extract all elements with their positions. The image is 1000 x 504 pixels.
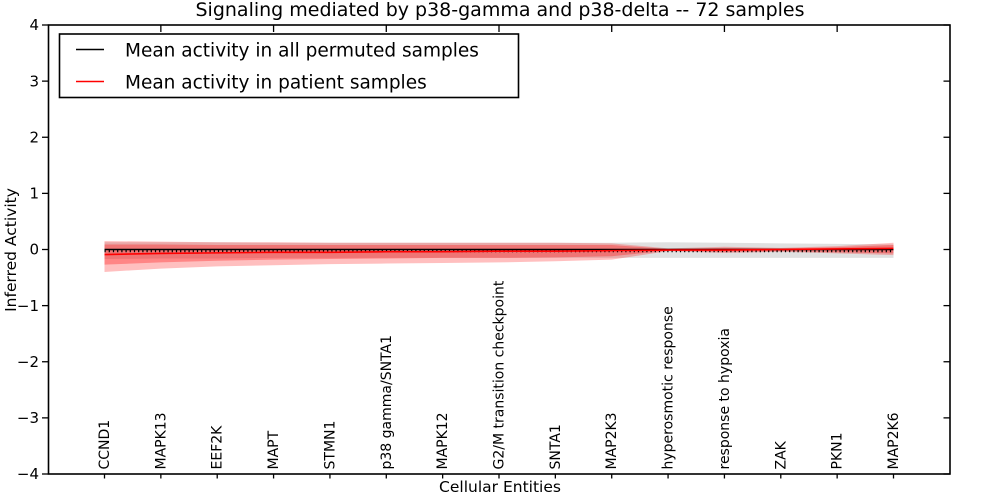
x-tick-label: MAP2K6 [886, 412, 902, 469]
x-tick-label: EEF2K [210, 425, 226, 470]
axis-tick-labels: 4 3 2 1 0 −1 −2 −3 −4 CCND1 MAPK13 EEF2K MAPT STMN1 p3… [17, 16, 902, 483]
x-tick-label: MAPK12 [435, 412, 451, 469]
x-tick-label: MAP2K3 [604, 412, 620, 469]
x-tick-label: CCND1 [97, 420, 113, 470]
legend-label-patient: Mean activity in patient samples [125, 73, 427, 94]
x-tick-label: hyperosmotic response [661, 306, 677, 469]
patient-mean-line [104, 247, 894, 256]
y-tick-label: −2 [17, 353, 39, 371]
x-tick-label: SNTA1 [548, 424, 564, 469]
x-tick-label: ZAK [773, 440, 789, 469]
x-tick-label: MAPT [266, 430, 282, 469]
y-tick-label: −1 [17, 297, 39, 315]
legend-label-permuted: Mean activity in all permuted samples [125, 41, 479, 62]
x-tick-label: p38 gamma/SNTA1 [379, 335, 395, 470]
x-tick-label: PKN1 [830, 432, 846, 469]
y-axis-label: Inferred Activity [2, 188, 20, 312]
y-tick-label: −3 [17, 409, 39, 427]
series-lines [104, 247, 894, 256]
x-axis-label: Cellular Entities [439, 478, 561, 496]
y-tick-label: −4 [17, 465, 39, 483]
y-tick-label: 0 [29, 241, 39, 259]
legend: Mean activity in all permuted samples Me… [58, 33, 520, 99]
x-tick-label: response to hypoxia [717, 328, 733, 469]
confidence-bands [104, 241, 894, 272]
y-tick-label: 3 [29, 72, 39, 90]
x-tick-label: G2/M transition checkpoint [492, 280, 508, 469]
y-tick-label: 2 [29, 128, 39, 146]
legend-box [58, 33, 520, 99]
patient-outer-band [104, 241, 894, 272]
x-tick-label: MAPK13 [153, 412, 169, 469]
chart-title: Signaling mediated by p38-gamma and p38-… [195, 0, 804, 21]
x-tick-label: STMN1 [322, 421, 338, 470]
y-tick-label: 1 [29, 185, 39, 203]
y-tick-label: 4 [29, 16, 39, 34]
axis-ticks [42, 24, 950, 479]
